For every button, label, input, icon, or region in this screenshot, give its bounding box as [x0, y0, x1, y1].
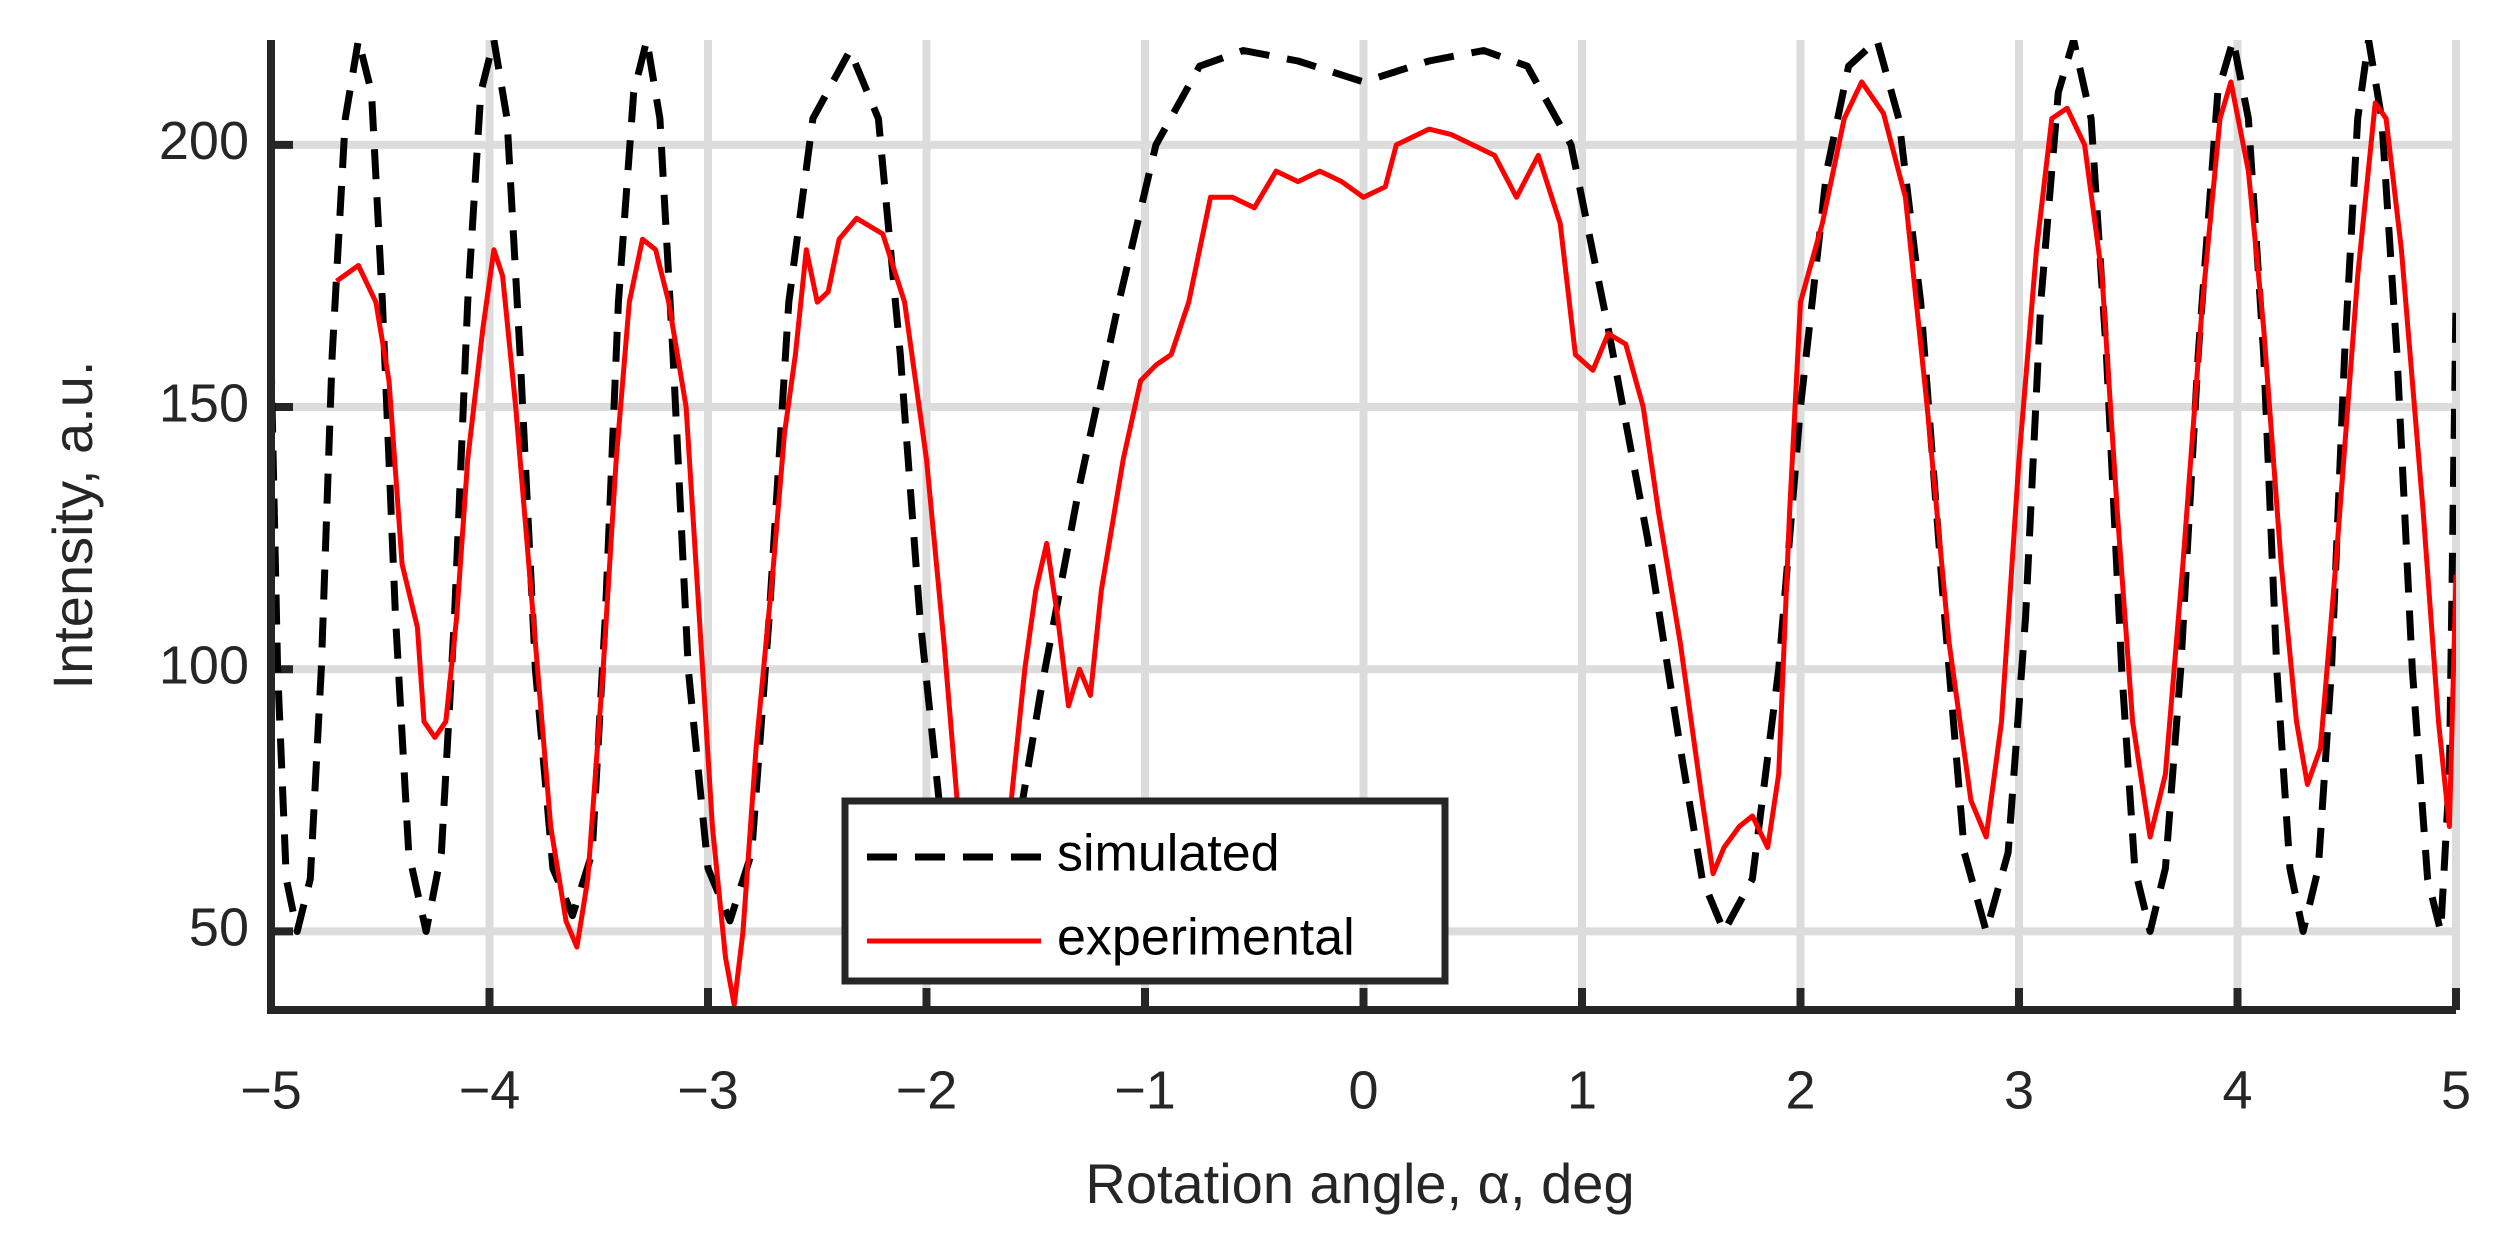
y-axis-label: Intensity, a.u.	[41, 361, 104, 690]
x-tick-label: 0	[1348, 1060, 1378, 1120]
x-tick-label: −1	[1114, 1060, 1176, 1120]
y-tick-label: 100	[159, 635, 249, 695]
x-tick-label: −2	[896, 1060, 958, 1120]
x-tick-label: −3	[677, 1060, 739, 1120]
x-tick-label: −5	[240, 1060, 302, 1120]
series-line	[271, 40, 2456, 935]
y-tick-label: 200	[159, 111, 249, 171]
x-tick-label: 5	[2441, 1060, 2471, 1120]
legend-label: simulated	[1057, 825, 1280, 883]
grid	[267, 40, 2460, 1010]
x-tick-label: 2	[1785, 1060, 1815, 1120]
y-tick-label: 50	[189, 898, 249, 958]
y-tick-label: 150	[159, 373, 249, 433]
legend-box	[841, 797, 1449, 985]
x-tick-label: 3	[2004, 1060, 2034, 1120]
x-tick-label: −4	[459, 1060, 521, 1120]
series-line	[335, 79, 2456, 1008]
x-axis-label: Rotation angle, α, deg	[1085, 1152, 1634, 1215]
legend-label: experimental	[1057, 909, 1355, 967]
x-tick-label: 1	[1567, 1060, 1597, 1120]
x-tick-label: 4	[2222, 1060, 2252, 1120]
